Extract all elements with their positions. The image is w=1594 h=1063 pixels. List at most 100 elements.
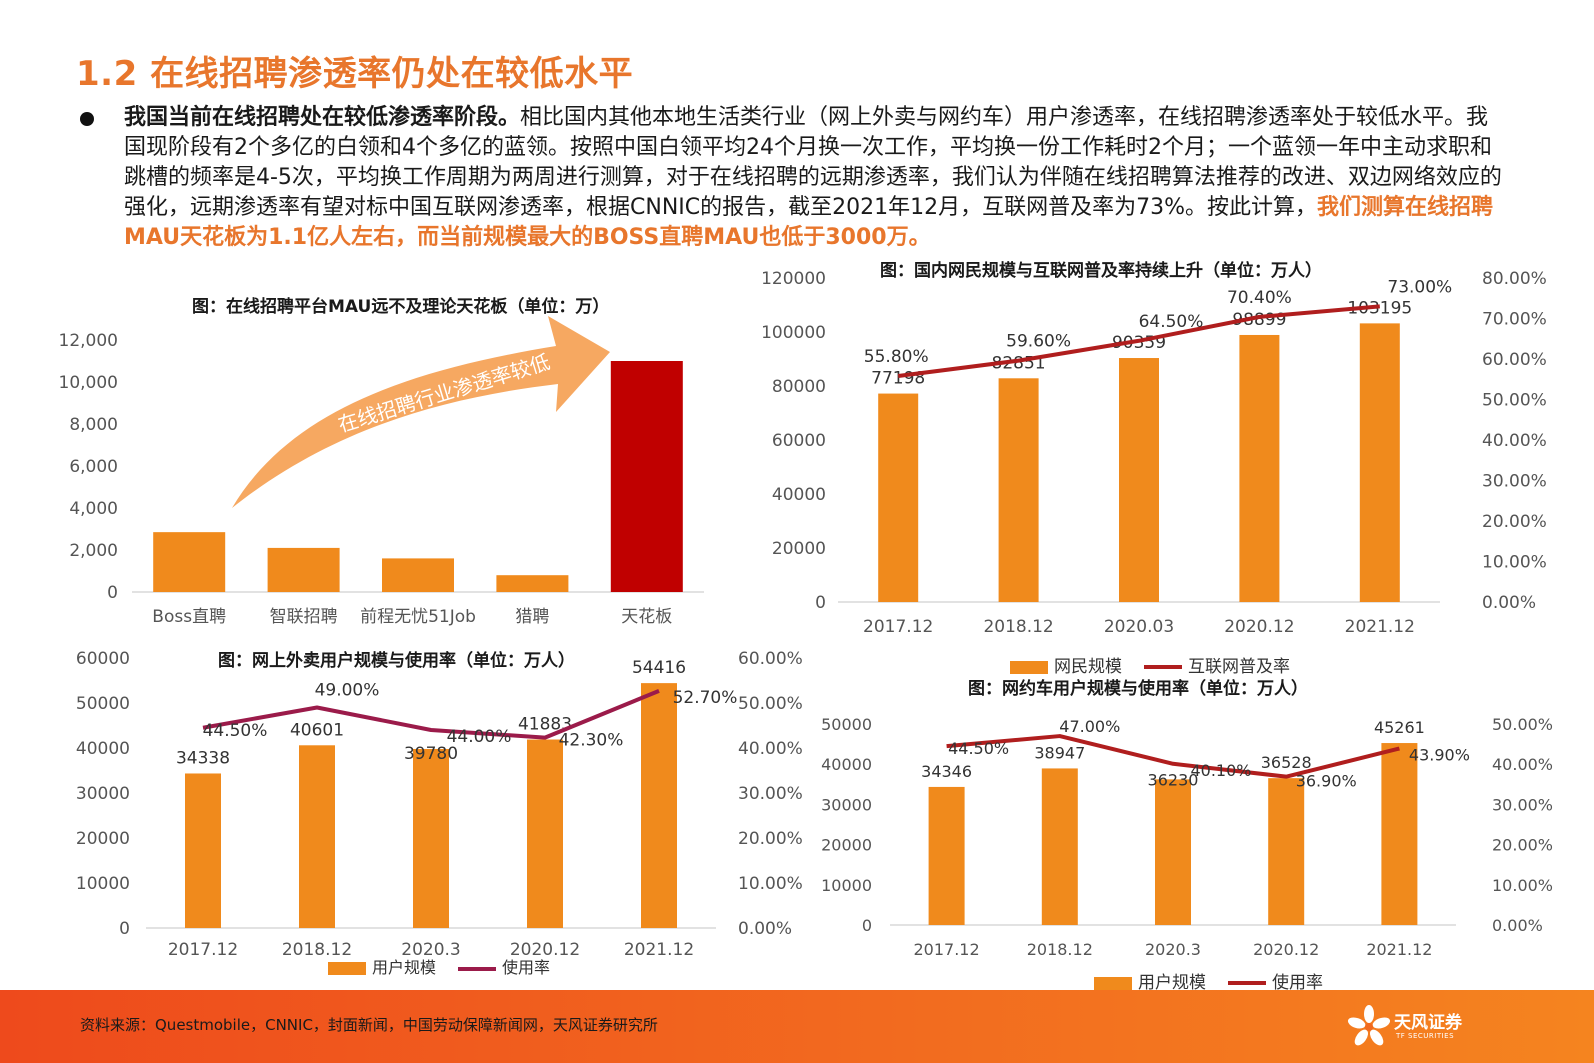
- legend-bar-label: 网民规模: [1054, 657, 1122, 677]
- x-category-label: 2020.3: [401, 940, 460, 960]
- y2-tick-label: 20.00%: [1492, 836, 1553, 855]
- y2-tick-label: 50.00%: [1482, 391, 1547, 411]
- y-tick-label: 10000: [821, 876, 872, 895]
- bar: [267, 547, 340, 592]
- delivery-legend: 用户规模 使用率: [328, 954, 550, 978]
- bar-value-label: 41883: [518, 715, 572, 735]
- x-category-label: 2020.12: [1224, 617, 1294, 637]
- y-tick-label: 12,000: [59, 331, 118, 351]
- bar: [1155, 779, 1191, 925]
- y2-tick-label: 40.00%: [1492, 755, 1553, 774]
- bar: [299, 745, 335, 928]
- line-value-label: 64.50%: [1139, 312, 1204, 332]
- bar: [382, 558, 454, 592]
- bar: [610, 361, 683, 592]
- y-tick-label: 20000: [821, 836, 872, 855]
- y-tick-label: 50000: [821, 715, 872, 734]
- tf-securities-logo: 天风证券 TF SECURITIES: [1346, 1004, 1476, 1050]
- y2-tick-label: 30.00%: [1492, 795, 1553, 814]
- bar: [153, 532, 226, 592]
- x-category-label: 2018.12: [983, 617, 1053, 637]
- line-value-label: 43.90%: [1409, 746, 1470, 765]
- line-value-label: 52.70%: [673, 688, 738, 708]
- y2-tick-label: 10.00%: [1482, 553, 1547, 573]
- body-paragraph: 我国当前在线招聘处在较低渗透率阶段。相比国内其他本地生活类行业（网上外卖与网约车…: [124, 103, 1504, 253]
- bar: [641, 683, 677, 928]
- series-line: [897, 304, 1380, 378]
- netizen-chart-title: 图：国内网民规模与互联网普及率持续上升（单位：万人）: [880, 261, 1322, 281]
- y-tick-label: 30000: [76, 784, 130, 804]
- bullet-bold-text: 我国当前在线招聘处在较低渗透率阶段。: [124, 105, 521, 130]
- y-tick-label: 0: [862, 916, 872, 935]
- slide-title: 1.2 在线招聘渗透率仍处在较低水平: [76, 54, 634, 94]
- netizen-legend: 网民规模 互联网普及率: [1010, 652, 1290, 677]
- bar: [496, 575, 569, 592]
- y-tick-label: 40000: [821, 755, 872, 774]
- bar: [185, 773, 221, 928]
- legend-line-label: 使用率: [1272, 973, 1323, 993]
- bar: [1239, 334, 1280, 602]
- ridehail-legend: 用户规模 使用率: [1094, 968, 1323, 993]
- y2-tick-label: 60.00%: [738, 649, 803, 669]
- line-value-label: 59.60%: [1006, 332, 1071, 352]
- bar-value-label: 34338: [176, 748, 230, 768]
- logo-text: 天风证券: [1394, 1013, 1462, 1033]
- legend-line-label: 互联网普及率: [1188, 657, 1290, 677]
- bar: [878, 393, 919, 602]
- bar-value-label: 39780: [404, 744, 458, 764]
- legend-line-label: 使用率: [502, 958, 551, 977]
- footer-source-note: 资料来源：Questmobile，CNNIC，封面新闻，中国劳动保障新闻网，天风…: [80, 1016, 658, 1034]
- bar-value-label: 103195: [1347, 298, 1412, 318]
- line-value-label: 70.40%: [1227, 288, 1292, 308]
- y2-tick-label: 0.00%: [1482, 593, 1536, 613]
- line-value-label: 44.50%: [203, 721, 268, 741]
- x-category-label: 2021.12: [624, 940, 694, 960]
- x-category-label: 2020.03: [1104, 617, 1174, 637]
- legend-bar-swatch: [1010, 660, 1048, 674]
- y-tick-label: 8,000: [69, 415, 118, 435]
- y2-tick-label: 30.00%: [738, 784, 803, 804]
- y-tick-label: 0: [815, 593, 826, 613]
- x-category-label: 天花板: [621, 607, 672, 627]
- y-tick-label: 20000: [772, 539, 826, 559]
- logo-subtext: TF SECURITIES: [1396, 1032, 1455, 1040]
- x-category-label: 2020.12: [510, 940, 580, 960]
- y2-tick-label: 40.00%: [1482, 431, 1547, 451]
- y-tick-label: 10000: [76, 874, 130, 894]
- y-tick-label: 120000: [761, 269, 826, 289]
- bar: [1268, 778, 1305, 925]
- legend-line-swatch: [1144, 665, 1182, 669]
- delivery-chart-title: 图：网上外卖用户规模与使用率（单位：万人）: [218, 651, 575, 671]
- x-category-label: 2017.12: [914, 940, 980, 959]
- y-tick-label: 2,000: [69, 541, 118, 561]
- y-tick-label: 80000: [772, 377, 826, 397]
- line-value-label: 47.00%: [1059, 717, 1120, 736]
- x-category-label: 2020.3: [1145, 940, 1201, 959]
- x-category-label: 2018.12: [1027, 940, 1093, 959]
- line-value-label: 49.00%: [315, 681, 380, 701]
- legend-bar-label: 用户规模: [1138, 973, 1206, 993]
- y2-tick-label: 80.00%: [1482, 269, 1547, 289]
- x-category-label: Boss直聘: [152, 607, 226, 627]
- bar: [928, 786, 965, 925]
- line-value-label: 55.80%: [864, 347, 929, 367]
- x-category-label: 2017.12: [168, 940, 238, 960]
- y2-tick-label: 10.00%: [738, 874, 803, 894]
- bullet-marker: [80, 112, 94, 126]
- legend-line-swatch: [1228, 981, 1266, 985]
- y2-tick-label: 0.00%: [738, 919, 792, 939]
- x-category-label: 猎聘: [515, 607, 549, 627]
- y-tick-label: 60000: [76, 649, 130, 669]
- legend-bar-label: 用户规模: [372, 958, 437, 977]
- y2-tick-label: 50.00%: [738, 694, 803, 714]
- line-value-label: 73.00%: [1387, 277, 1452, 297]
- legend-bar-swatch: [1094, 976, 1132, 990]
- y-tick-label: 20000: [76, 829, 130, 849]
- y-tick-label: 50000: [76, 694, 130, 714]
- bar: [1381, 743, 1418, 925]
- y-tick-label: 0: [119, 919, 130, 939]
- bar: [527, 739, 563, 928]
